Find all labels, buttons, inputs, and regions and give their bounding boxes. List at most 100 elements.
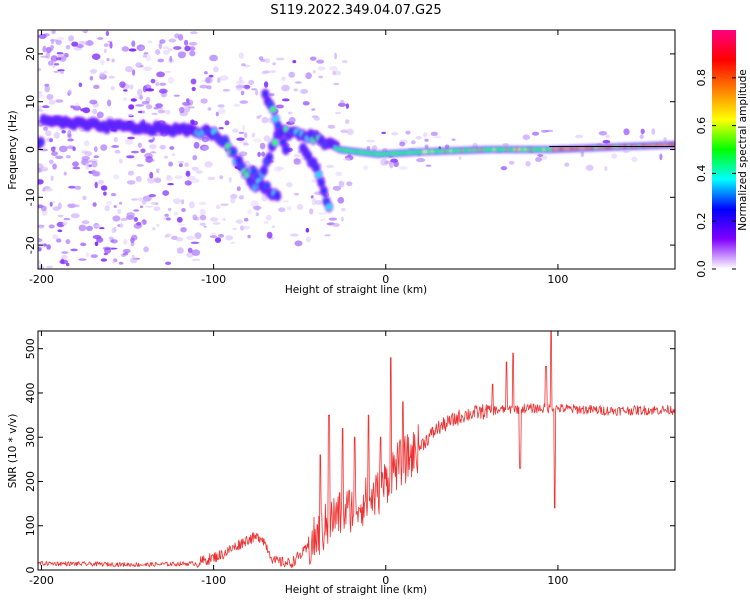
spectrogram-speckle [100, 144, 108, 151]
spectrogram-speckle [78, 258, 87, 261]
y-tick-label: 200 [24, 471, 37, 492]
spectrogram-speckle [145, 88, 155, 92]
ridge-band [482, 148, 486, 151]
x-tick-label: -200 [29, 273, 54, 286]
spectrogram-speckle [337, 197, 345, 204]
spectrogram-speckle [156, 223, 160, 227]
ridge-band [540, 148, 543, 151]
spectrogram-speckle [230, 241, 236, 244]
ridge-band [396, 152, 399, 155]
ridge-peak [584, 146, 587, 150]
spectrogram-speckle [113, 205, 117, 208]
spectrogram-speckle [147, 176, 156, 184]
spectrogram-speckle [154, 177, 162, 183]
ridge-band [499, 148, 502, 151]
x-tick-label: 0 [382, 273, 389, 286]
spectrogram-speckle [67, 203, 77, 209]
spectrogram-speckle [174, 33, 180, 39]
spectrogram-speckle [286, 182, 293, 188]
ridge-peak [660, 144, 663, 147]
spectrogram-speckle [315, 200, 322, 205]
ridge-band [418, 150, 421, 154]
spectrogram-speckle [215, 205, 221, 209]
spectrogram-speckle [209, 54, 219, 62]
spectrogram-speckle [199, 201, 207, 206]
spectrogram-speckle [199, 222, 206, 226]
spectrogram-speckle [525, 161, 531, 167]
spectrogram-speckle [217, 77, 221, 83]
ridge-band [414, 151, 417, 154]
spectrogram-speckle [169, 146, 175, 150]
spectrogram-speckle [184, 162, 190, 167]
spectrogram-speckle [191, 258, 201, 261]
spectrogram-speckle [199, 208, 206, 216]
ridge-band [369, 152, 372, 155]
spectrogram-speckle [265, 214, 272, 221]
spectrogram-speckle [261, 116, 269, 124]
spectrogram-speckle [271, 225, 276, 229]
ridge-core [272, 116, 279, 123]
spectrogram-speckle [143, 66, 153, 72]
spectrogram-speckle [87, 160, 93, 163]
spectrogram-speckle [133, 223, 142, 229]
x-tick-label: 0 [382, 574, 389, 587]
ridge-core [230, 148, 237, 155]
ridge-peak [449, 149, 452, 153]
spectrogram-speckle [40, 205, 47, 212]
spectrogram-speckle [423, 132, 428, 138]
colorbar-tick-label: 0.6 [695, 117, 708, 135]
spectrogram-speckle [51, 151, 58, 157]
ridge-peak [654, 144, 657, 147]
ridge-core [315, 171, 322, 178]
ridge-band [394, 152, 397, 155]
ridge-band [511, 148, 514, 151]
x-tick-label: 100 [547, 273, 568, 286]
snr-x-ticks: -200 -100 0 100 [29, 331, 568, 587]
ridge-band [340, 148, 343, 151]
spectrogram-speckle [164, 235, 170, 238]
spectrogram-speckle [220, 203, 229, 206]
ridge-peak [553, 148, 556, 151]
ridge-band [451, 149, 455, 152]
spectrogram-speckle [57, 69, 65, 72]
spectrogram-speckle [91, 53, 101, 60]
spectrogram-speckle [230, 197, 236, 204]
spectrogram-speckle [340, 216, 344, 222]
spectrogram-speckle [305, 228, 310, 233]
ridge-peak [563, 147, 566, 151]
spectrogram-speckle [163, 49, 170, 56]
spectrogram-speckle [390, 158, 398, 163]
spectrogram-speckle [269, 69, 276, 74]
spectrogram-speckle [157, 58, 165, 63]
spectrogram-speckle [169, 55, 173, 63]
spectrogram-speckle [118, 261, 124, 265]
ridge-peak [670, 143, 674, 147]
spectrogram-speckle [259, 142, 266, 150]
spectrogram-speckle [318, 75, 324, 79]
spectrogram-speckle [179, 163, 183, 168]
spectrogram-speckle [131, 40, 136, 47]
spectrogram-speckle [99, 72, 106, 78]
spectrogram-speckle [309, 208, 314, 215]
spectrogram-speckle [48, 60, 54, 66]
spectrogram-speckle [54, 132, 60, 139]
spectrogram-speckle [241, 63, 246, 67]
spectrogram-speckle [92, 108, 98, 115]
spectrogram-speckle [67, 89, 72, 96]
spectrogram-speckle [89, 76, 94, 81]
spectrogram-speckle [288, 71, 296, 78]
spectrogram-speckle [311, 198, 317, 206]
spectrogram-speckle [194, 232, 202, 240]
spectrogram-speckle [399, 166, 408, 170]
spectrogram-speckle [64, 52, 69, 58]
spectrogram-speckle [108, 236, 114, 240]
spectrogram-speckle [240, 90, 245, 96]
ridge-peak [423, 150, 426, 153]
spectrogram-speckle [187, 182, 192, 185]
ridge-peak [641, 144, 645, 148]
spectrogram-speckle [218, 234, 225, 238]
spectrogram-speckle [178, 223, 186, 226]
spectrogram-speckle [218, 108, 226, 115]
spectrogram-speckle [184, 39, 189, 46]
spectrogram-speckle [157, 109, 166, 114]
